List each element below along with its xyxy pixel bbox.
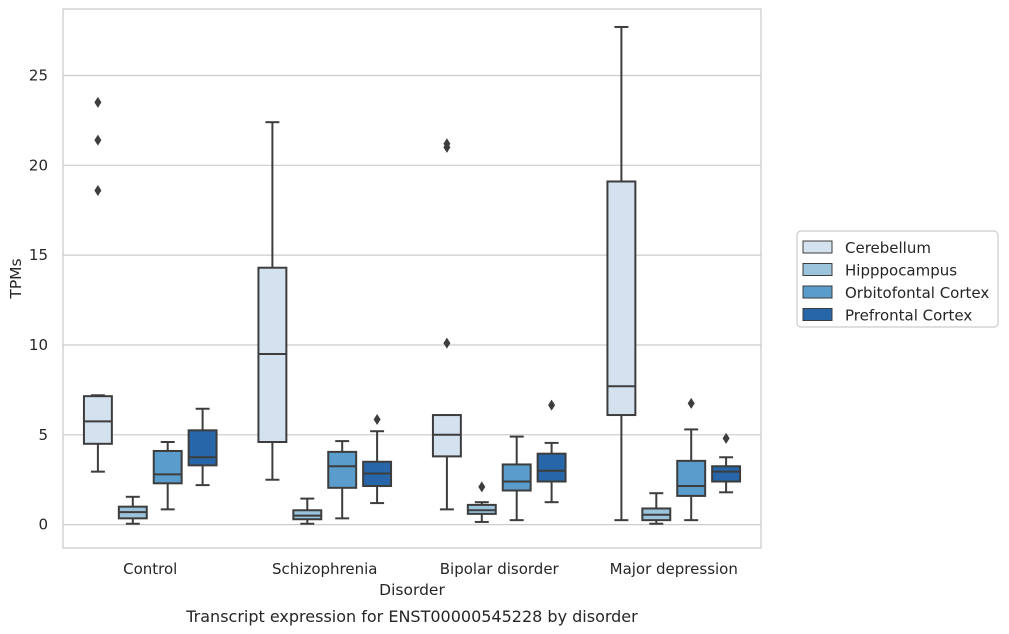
- outlier-point: [94, 96, 102, 108]
- x-axis-label: Disorder: [379, 581, 445, 599]
- legend: Cerebellum Hipppocampus Orbitofontal Corte…: [796, 230, 999, 328]
- box-prefrontal-cortex: [187, 429, 218, 467]
- legend-swatch: [802, 308, 833, 321]
- grid-lines: [63, 74, 761, 526]
- x-tick-label: Major depression: [610, 560, 738, 578]
- y-tick-label: 10: [29, 336, 48, 354]
- box-prefrontal-cortex: [536, 452, 567, 483]
- outlier-point: [722, 432, 730, 444]
- x-tick-label: Schizophrenia: [272, 560, 377, 578]
- chart-title: Transcript expression for ENST0000054522…: [185, 607, 638, 626]
- outlier-point: [94, 134, 102, 146]
- outlier-point: [548, 399, 556, 411]
- y-tick-label: 5: [38, 426, 48, 444]
- y-tick-label: 20: [29, 156, 48, 174]
- outlier-point: [478, 481, 486, 493]
- legend-label: Prefrontal Cortex: [845, 307, 972, 325]
- box-orbitofontal-cortex: [676, 459, 707, 497]
- plot-frame: [62, 8, 762, 549]
- legend-label: Cerebellum: [845, 239, 931, 257]
- x-axis-ticks: Control Schizophrenia Bipolar disorder Majo…: [123, 560, 738, 578]
- box-cerebellum: [606, 180, 637, 417]
- legend-label: Orbitofontal Cortex: [845, 284, 989, 302]
- x-tick-label: Bipolar disorder: [440, 560, 560, 578]
- outlier-point: [94, 184, 102, 196]
- legend-swatch: [802, 240, 833, 254]
- y-tick-label: 25: [29, 66, 48, 84]
- y-tick-label: 15: [29, 246, 48, 264]
- y-axis-label: TPMs: [7, 258, 25, 299]
- box-plots: [82, 25, 742, 525]
- y-tick-label: 0: [38, 516, 48, 534]
- x-tick-label: Control: [123, 560, 177, 578]
- box-orbitofontal-cortex: [501, 463, 532, 492]
- legend-swatch: [802, 263, 833, 276]
- outlier-point: [687, 397, 695, 409]
- legend-swatch: [802, 285, 833, 299]
- y-axis-ticks: 0 5 10 15 20 25: [29, 66, 48, 533]
- outlier-point: [443, 138, 451, 150]
- outlier-point: [373, 414, 381, 426]
- legend-label: Hipppocampus: [845, 262, 957, 280]
- box-cerebellum: [82, 395, 113, 445]
- outlier-point: [443, 337, 451, 349]
- legend-frame: [796, 230, 999, 328]
- box-prefrontal-cortex: [711, 465, 742, 483]
- box-orbitofontal-cortex: [327, 450, 358, 489]
- box-orbitofontal-cortex: [152, 449, 183, 485]
